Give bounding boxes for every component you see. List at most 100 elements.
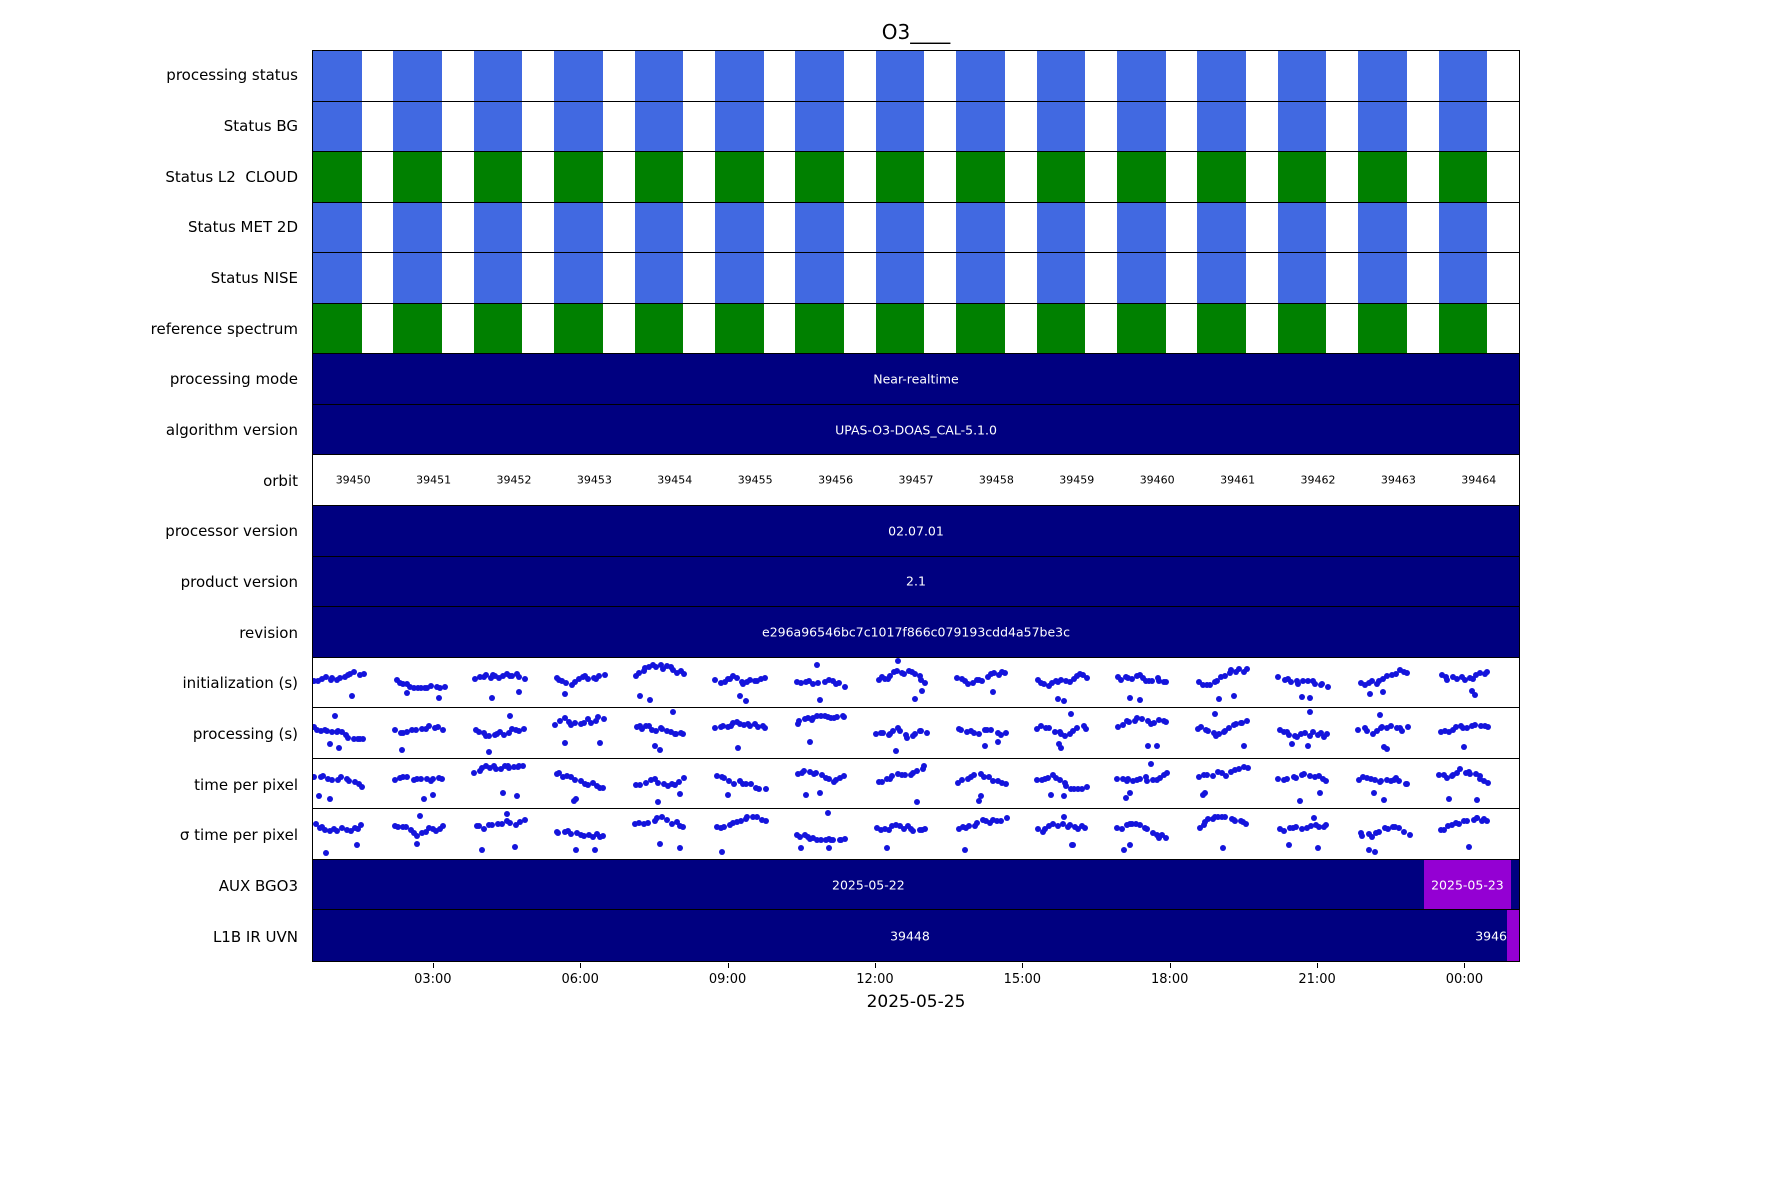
scatter-dot: [1366, 846, 1373, 853]
scatter-dot: [712, 725, 719, 732]
scatter-dot: [346, 777, 353, 784]
scatter-dot: [757, 675, 764, 682]
scatter-dot: [875, 676, 882, 683]
scatter-dot: [980, 774, 987, 781]
scatter-dot: [1359, 832, 1366, 839]
status-block: [1438, 51, 1488, 101]
row-processor-version: 02.07.01: [313, 506, 1519, 557]
scatter-dot: [521, 726, 528, 733]
scatter-dot: [680, 731, 687, 738]
scatter-dot: [1480, 777, 1487, 784]
scatter-dot: [818, 837, 825, 844]
scatter-dot: [1236, 766, 1243, 773]
scatter-dot: [1131, 718, 1138, 725]
scatter-dot: [1233, 720, 1240, 727]
scatter-dot: [335, 745, 342, 752]
scatter-dot: [669, 709, 676, 716]
scatter-dot: [1444, 676, 1451, 683]
scatter-dot: [721, 774, 728, 781]
scatter-dot: [1063, 678, 1070, 684]
scatter-dot: [1404, 724, 1411, 731]
scatter-dot: [762, 725, 769, 732]
status-block: [634, 152, 684, 202]
scatter-dot: [575, 676, 582, 683]
scatter-dot: [841, 836, 848, 843]
scatter-dot: [571, 719, 578, 726]
scatter-dot: [1306, 732, 1313, 739]
scatter-dot: [994, 729, 1001, 736]
scatter-dot: [1139, 674, 1146, 681]
scatter-dot: [1373, 728, 1380, 735]
scatter-dot: [1037, 723, 1044, 730]
scatter-dot: [500, 790, 507, 797]
scatter-dot: [481, 729, 488, 736]
scatter-dot: [747, 781, 754, 788]
x-tick-label: 09:00: [708, 972, 747, 987]
scatter-dot: [918, 688, 925, 695]
scatter-dot: [884, 676, 891, 683]
scatter-dot: [1239, 720, 1246, 727]
scatter-dot: [918, 676, 925, 683]
scatter-dot: [898, 771, 905, 778]
scatter-dot: [888, 772, 895, 779]
scatter-dot: [984, 674, 991, 681]
scatter-dot: [1464, 724, 1471, 731]
scatter-dot: [797, 834, 804, 841]
scatter-dot: [1228, 769, 1234, 776]
scatter-dot: [1221, 672, 1228, 679]
scatter-dot: [585, 832, 592, 839]
scatter-dot: [836, 680, 843, 687]
scatter-dot: [1230, 692, 1237, 699]
status-block: [715, 152, 764, 202]
scatter-dot: [1223, 772, 1230, 779]
scatter-dot: [571, 797, 578, 804]
scatter-dot: [1126, 718, 1133, 725]
scatter-dot: [1383, 672, 1390, 679]
scatter-dot: [411, 685, 418, 692]
status-block: [554, 253, 603, 303]
scatter-dot: [408, 726, 415, 733]
scatter-dot: [516, 673, 523, 680]
scatter-dot: [744, 813, 751, 820]
scatter-dot: [402, 824, 409, 830]
scatter-dot: [920, 766, 927, 773]
scatter-dot: [1070, 676, 1077, 683]
scatter-dot: [1155, 716, 1162, 723]
scatter-dot: [491, 673, 498, 680]
scatter-dot: [314, 727, 321, 734]
scatter-dot: [414, 685, 421, 692]
status-block: [634, 202, 684, 253]
orbit-number: 39450: [335, 473, 371, 487]
scatter-dot: [333, 676, 340, 683]
scatter-dot: [758, 817, 765, 824]
status-block: [1117, 303, 1166, 354]
scatter-dot: [1460, 724, 1467, 731]
status-block: [554, 152, 603, 202]
status-block: [1438, 152, 1488, 202]
scatter-dot: [334, 777, 341, 784]
scatter-dot: [1314, 732, 1321, 739]
x-tick-mark: [580, 963, 582, 968]
scatter-dot: [1311, 773, 1318, 780]
scatter-dot: [1062, 733, 1069, 740]
scatter-dot: [921, 763, 928, 770]
scatter-dot: [892, 747, 899, 754]
scatter-dot: [1460, 743, 1467, 750]
x-tick-mark: [1317, 963, 1319, 968]
status-block: [875, 51, 925, 101]
scatter-dot: [514, 793, 521, 800]
status-block: [473, 253, 523, 303]
scatter-dot: [319, 675, 326, 682]
status-block: [715, 101, 764, 152]
scatter-dot: [580, 833, 587, 840]
scatter-dot: [642, 722, 649, 729]
scatter-dot: [886, 826, 893, 833]
scatter-dot: [654, 814, 661, 821]
status-block: [1117, 101, 1166, 152]
scatter-dot: [1084, 675, 1091, 682]
scatter-dot: [962, 678, 969, 685]
scatter-dot: [1301, 771, 1308, 778]
scatter-dot: [735, 744, 742, 751]
scatter-dot: [890, 727, 897, 734]
scatter-dot: [413, 832, 420, 839]
